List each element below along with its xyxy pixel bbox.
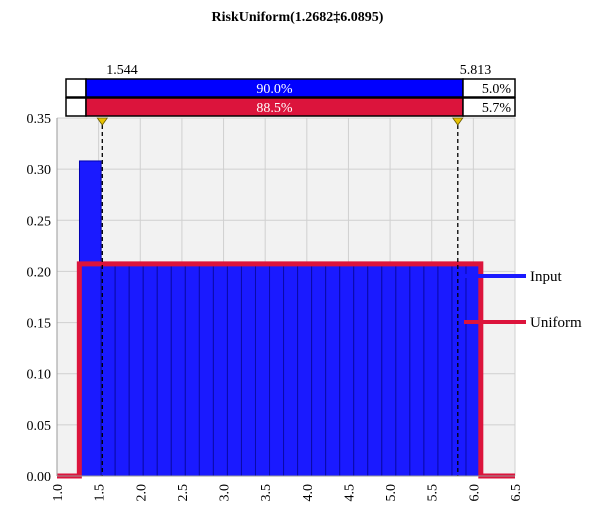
histogram-bar: [311, 263, 327, 477]
x-tick-label: 5.5: [426, 484, 441, 502]
histogram-bar: [353, 263, 369, 477]
y-tick-label: 0.30: [27, 163, 52, 178]
x-tick-label: 6.0: [467, 484, 482, 502]
histogram-bar: [423, 263, 439, 477]
band-middle-label: 88.5%: [256, 101, 293, 116]
y-tick-label: 0.00: [27, 470, 52, 485]
y-tick-label: 0.05: [27, 419, 52, 434]
y-tick-label: 0.10: [27, 368, 52, 383]
band-left-cell: [65, 97, 87, 117]
x-tick-label: 4.5: [342, 484, 357, 502]
histogram-bar: [339, 263, 355, 477]
x-tick-label: 5.0: [384, 484, 399, 502]
x-tick-label: 4.0: [301, 484, 316, 502]
band-right-label: 5.7%: [482, 101, 512, 116]
histogram-bar: [226, 263, 242, 477]
x-tick-label: 3.5: [259, 484, 274, 502]
band-left-cell: [65, 78, 87, 98]
histogram-bar: [142, 263, 158, 477]
histogram-bar: [325, 263, 341, 477]
x-tick-label: 3.0: [218, 484, 233, 502]
x-tick-label: 2.0: [134, 484, 149, 502]
chart-title: RiskUniform(1.2682‡6.0895): [211, 10, 384, 25]
histogram-bar: [78, 160, 102, 477]
histogram-bar: [395, 263, 411, 477]
histogram-bar: [254, 263, 271, 477]
histogram-bar: [156, 263, 172, 477]
delimiter-right-label: 5.813: [460, 63, 492, 78]
delimiter-marker: [452, 117, 464, 126]
x-tick-label: 1.5: [93, 484, 108, 502]
x-tick-label: 6.5: [509, 484, 524, 502]
delimiter-marker: [96, 117, 109, 126]
y-tick-label: 0.20: [27, 265, 52, 280]
histogram-bar: [283, 263, 299, 477]
legend-label: Input: [530, 269, 562, 285]
x-tick-label: 1.0: [51, 484, 66, 502]
histogram-bar: [114, 263, 130, 477]
histogram-bar: [184, 263, 200, 477]
histogram-bar: [212, 263, 228, 477]
histogram-bar: [381, 263, 397, 477]
histogram-bar: [437, 263, 453, 477]
band-right-label: 5.0%: [482, 82, 512, 97]
band-middle-label: 90.0%: [256, 82, 293, 97]
y-tick-label: 0.25: [27, 214, 52, 229]
histogram-bar: [269, 263, 285, 477]
histogram-bar: [367, 263, 383, 477]
histogram-bar: [240, 263, 256, 477]
histogram-bar: [198, 263, 214, 477]
histogram-bar: [100, 263, 116, 477]
x-tick-label: 2.5: [176, 484, 191, 502]
histogram-bar: [465, 263, 481, 477]
histogram-bar: [297, 263, 313, 477]
histogram-bar: [170, 263, 186, 477]
y-tick-label: 0.35: [27, 112, 52, 127]
histogram-bar: [409, 263, 425, 477]
band-right-cell: [462, 78, 516, 98]
legend-label: Uniform: [530, 315, 582, 331]
band-right-cell: [462, 97, 516, 117]
delimiter-left-label: 1.544: [106, 63, 137, 78]
histogram-bar: [451, 263, 467, 477]
histogram-bar: [128, 263, 144, 477]
y-tick-label: 0.15: [27, 317, 52, 332]
